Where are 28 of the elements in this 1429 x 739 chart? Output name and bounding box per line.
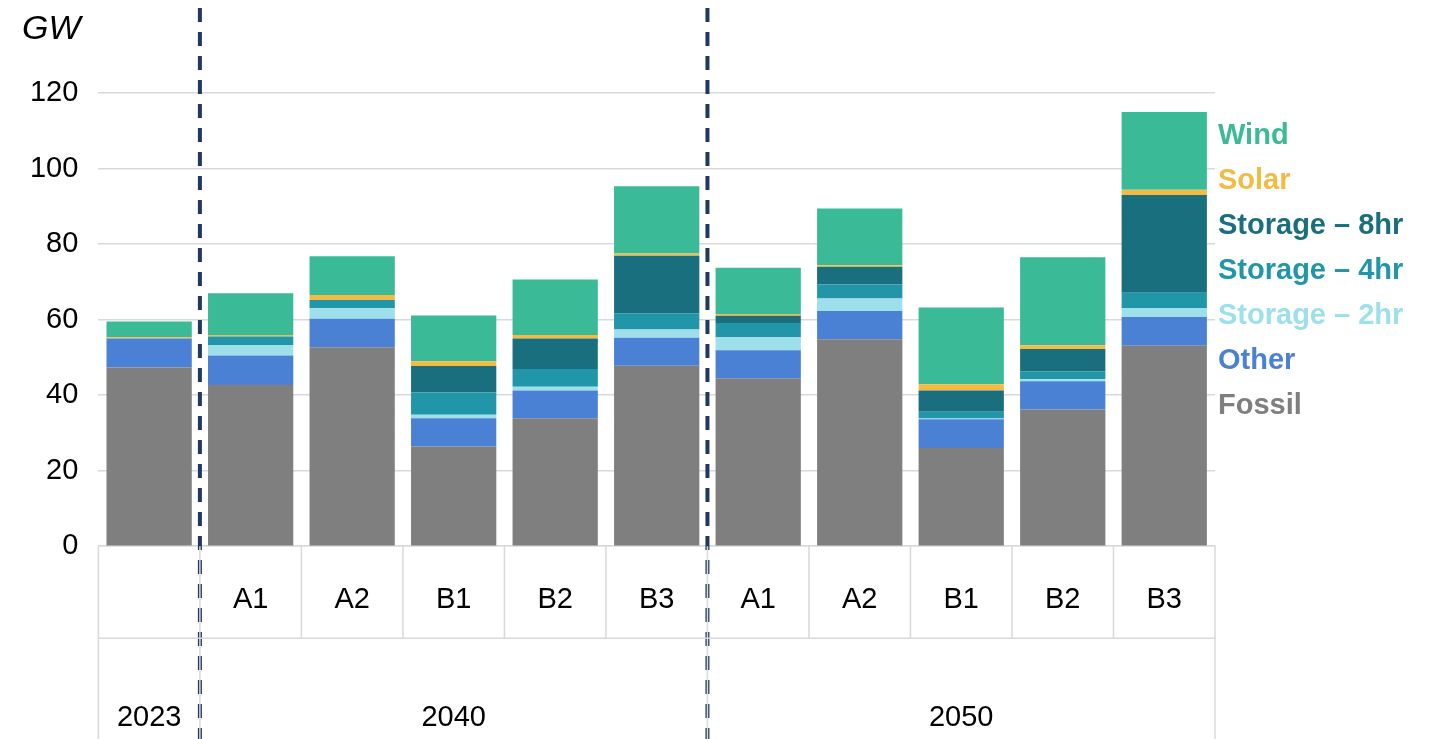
series-label: Solar — [1218, 162, 1292, 197]
series-label: Fossil — [1218, 387, 1303, 422]
x-tick-label: B1 — [943, 581, 979, 614]
text: 2023 — [116, 700, 182, 732]
text: 2050 — [928, 700, 994, 732]
y-tick-label: 120 — [29, 75, 79, 107]
y-tick-label: 100 — [29, 150, 79, 183]
x-tick-label: B2 — [537, 581, 573, 614]
series-label: Storage – 2hr — [1218, 297, 1404, 332]
y-tick-label: 0 — [62, 528, 79, 561]
x-tick-label: B2 — [1044, 581, 1081, 614]
series-label: Wind — [1218, 117, 1290, 152]
x-tick-label: A1 — [740, 581, 776, 614]
y-tick-label: 60 — [46, 301, 79, 334]
x-tick-label: A2 — [334, 581, 370, 614]
x-tick-label: B3 — [1146, 581, 1182, 614]
x-tick-label: A1 — [232, 581, 269, 614]
series-label: Other — [1218, 342, 1297, 377]
y-tick-label: 40 — [46, 377, 79, 410]
series-label: Storage – 8hr — [1218, 207, 1404, 242]
y-axis-title: GW — [22, 8, 81, 47]
x-tick-label: B3 — [638, 581, 675, 614]
x-tick-label: B1 — [435, 581, 472, 614]
x-tick-label: A2 — [841, 581, 878, 614]
y-tick-label: 80 — [46, 226, 79, 259]
text: 2040 — [421, 700, 486, 732]
series-label: Storage – 4hr — [1218, 252, 1404, 287]
y-tick-label: 20 — [46, 452, 79, 485]
